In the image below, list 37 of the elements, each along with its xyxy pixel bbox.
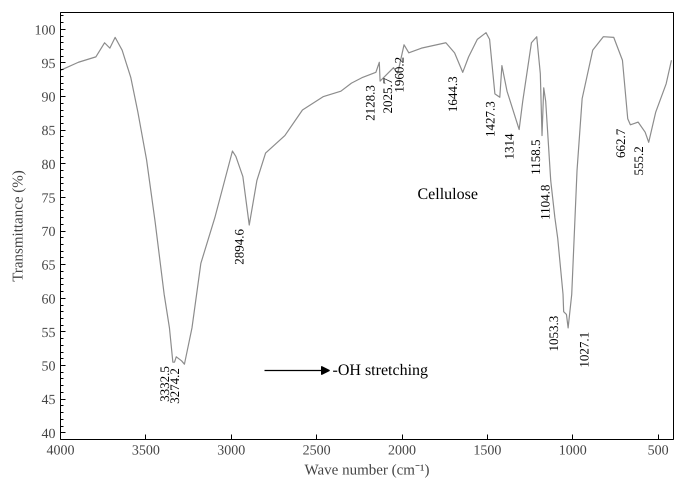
y-tick-label: 70 (42, 225, 56, 240)
y-tick-label: 90 (42, 90, 56, 106)
x-tick-label: 3500 (132, 444, 160, 458)
x-tick-label: 2000 (388, 444, 416, 458)
annotation: 1027.1 (576, 332, 592, 368)
y-tick-label: 40 (42, 426, 56, 442)
annotation: 1644.3 (445, 76, 460, 112)
annotation: 1427.3 (482, 101, 498, 137)
annotation: Cellulose (418, 186, 478, 203)
x-tick-label: 500 (648, 444, 669, 458)
line-series (60, 32, 672, 365)
annotation: 2128.3 (362, 85, 378, 121)
annotation: 555.2 (631, 146, 646, 176)
x-tick-label: 3000 (217, 444, 246, 458)
y-tick-label: 80 (42, 158, 56, 173)
annotation: 1053.3 (546, 316, 562, 352)
y-axis-title: Transmittance (%) (10, 170, 26, 282)
x-tick-label: 4000 (46, 444, 74, 458)
y-tick-label: 100 (34, 23, 56, 38)
x-tick-label: 1000 (558, 444, 587, 458)
annotation: -OH stretching (332, 362, 428, 379)
y-tick-label: 45 (42, 393, 56, 408)
annotation: 662.7 (612, 128, 628, 158)
annotation: 1104.8 (537, 184, 552, 220)
y-tick-label: 60 (42, 292, 56, 308)
y-tick-label: 85 (42, 124, 56, 140)
y-tick-label: 65 (42, 258, 56, 274)
x-tick-label: 1500 (473, 444, 502, 458)
y-tick-label: 55 (42, 326, 56, 341)
annotation: 1158.5 (528, 140, 544, 175)
annotation: 2894.6 (232, 228, 247, 265)
x-tick-label: 2500 (302, 444, 331, 458)
y-tick-label: 50 (42, 360, 56, 375)
annotation: 1314 (502, 133, 517, 160)
y-tick-label: 95 (42, 56, 56, 72)
x-axis-title: Wave number (cm⁻¹) (304, 462, 430, 478)
y-tick-label: 75 (42, 191, 56, 206)
